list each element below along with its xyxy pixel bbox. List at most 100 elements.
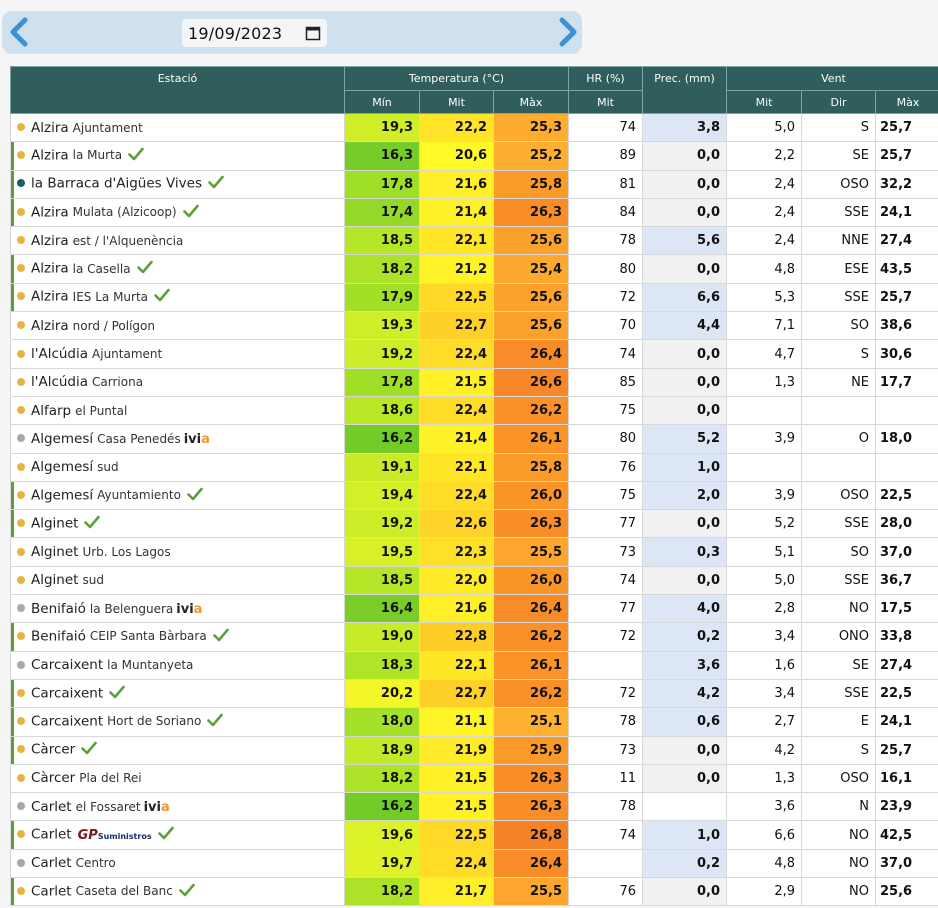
station-subname[interactable]: el Puntal bbox=[75, 403, 128, 418]
station-name[interactable]: Alzira bbox=[31, 317, 69, 334]
station-name[interactable]: la Barraca d'Aigües Vives bbox=[31, 175, 203, 192]
station-cell[interactable]: Carcaixent Hort de Soriano bbox=[10, 707, 345, 737]
station-cell[interactable]: Carcaixent la Muntanyeta bbox=[10, 650, 345, 680]
station-name[interactable]: Algemesí bbox=[31, 430, 94, 447]
station-name[interactable]: Carlet bbox=[31, 826, 72, 843]
station-cell[interactable]: Alfarp el Puntal bbox=[10, 395, 345, 426]
station-subname[interactable]: nord / Polígon bbox=[72, 318, 155, 333]
station-name[interactable]: Alzira bbox=[31, 232, 69, 249]
station-subname[interactable]: CEIP Santa Bàrbara bbox=[89, 629, 207, 644]
station-name[interactable]: Alginet bbox=[31, 572, 79, 589]
station-subname[interactable]: Carriona bbox=[92, 375, 144, 390]
station-name[interactable]: Algemesí bbox=[31, 487, 94, 503]
station-cell[interactable]: Càrcer Pla del Rei bbox=[10, 763, 345, 794]
station-cell[interactable]: Alginet sud bbox=[10, 565, 345, 596]
station-cell[interactable]: Alginet bbox=[10, 509, 345, 539]
station-subname[interactable]: Ayuntamiento bbox=[97, 488, 181, 502]
station-subname[interactable]: sud bbox=[97, 460, 119, 475]
station-cell[interactable]: Alzira Ajuntament bbox=[10, 112, 345, 143]
header-temp-min[interactable]: Mín bbox=[344, 90, 420, 114]
date-input[interactable]: 19/09/2023 bbox=[182, 19, 327, 47]
station-name[interactable]: Carlet bbox=[31, 798, 72, 815]
table-row[interactable]: Alzira Mulata (Alzicoop) 17,4 21,4 26,3 84 0,0… bbox=[10, 197, 938, 228]
table-row[interactable]: Algemesí Casa Penedés ivia 16,2 21,4 26,1 80 5,… bbox=[10, 424, 938, 454]
table-row[interactable]: Alfarp el Puntal 18,6 22,4 26,2 75 0,0 bbox=[10, 395, 938, 426]
station-subname[interactable]: la Murta bbox=[72, 148, 123, 163]
station-subname[interactable]: Ajuntament bbox=[92, 347, 163, 362]
station-name[interactable]: Alginet bbox=[31, 544, 79, 561]
table-row[interactable]: Alzira Ajuntament 19,3 22,2 25,3 74 3,8 5,0 S 25,… bbox=[10, 112, 938, 143]
station-subname[interactable]: Centro bbox=[75, 856, 116, 871]
table-row[interactable]: la Barraca d'Aigües Vives 17,8 21,6 25,8 81 0… bbox=[10, 169, 938, 199]
station-subname[interactable]: Mulata (Alzicoop) bbox=[72, 205, 177, 220]
table-row[interactable]: Alzira IES La Murta 17,9 22,5 25,6 72 6,6 5,3 SS… bbox=[10, 282, 938, 313]
table-row[interactable]: Carlet GPSuministros 19,6 22,5 26,8 74 1,0 6,6 N… bbox=[10, 820, 938, 850]
table-row[interactable]: Carlet Centro 19,7 22,4 26,4 0,2 4,8 NO 37,0 bbox=[10, 848, 938, 879]
station-subname[interactable]: Ajuntament bbox=[72, 120, 143, 135]
station-cell[interactable]: Alzira la Murta bbox=[10, 141, 345, 171]
station-cell[interactable]: Carlet el Fossaret ivia bbox=[10, 792, 345, 822]
header-station[interactable]: Estació bbox=[10, 66, 345, 114]
station-cell[interactable]: Alzira nord / Polígon bbox=[10, 311, 345, 341]
station-subname[interactable]: IES La Murta bbox=[72, 289, 149, 304]
next-day-button[interactable] bbox=[552, 17, 582, 47]
table-row[interactable]: Càrcer 18,9 21,9 25,9 73 0,0 4,2 S 25,7 bbox=[10, 735, 938, 765]
station-cell[interactable]: Carlet GPSuministros bbox=[10, 820, 345, 850]
table-row[interactable]: l'Alcúdia Carriona 17,8 21,5 26,6 85 0,0 1,3 NE 1… bbox=[10, 367, 938, 397]
table-row[interactable]: Alzira la Murta 16,3 20,6 25,2 89 0,0 2,2 SE 25,7 bbox=[10, 141, 938, 171]
header-wind-dir[interactable]: Dir bbox=[801, 90, 877, 114]
station-subname[interactable]: sud bbox=[82, 573, 104, 588]
station-name[interactable]: Alzira bbox=[31, 260, 69, 277]
station-cell[interactable]: Algemesí sud bbox=[10, 452, 345, 482]
calendar-icon[interactable] bbox=[305, 25, 321, 41]
station-name[interactable]: Carlet bbox=[31, 883, 72, 900]
table-row[interactable]: Algemesí Ayuntamiento 19,4 22,4 26,0 75 2,0 3,9… bbox=[10, 480, 938, 511]
table-row[interactable]: Carcaixent Hort de Soriano 18,0 21,1 25,1 78 0… bbox=[10, 707, 938, 737]
station-name[interactable]: Alzira bbox=[31, 288, 69, 305]
station-name[interactable]: Benifaió bbox=[31, 628, 86, 645]
station-cell[interactable]: Alzira la Casella bbox=[10, 254, 345, 284]
table-row[interactable]: Algemesí sud 19,1 22,1 25,8 76 1,0 bbox=[10, 452, 938, 482]
station-cell[interactable]: Càrcer bbox=[10, 735, 345, 765]
station-cell[interactable]: Algemesí Ayuntamiento bbox=[10, 480, 345, 511]
station-name[interactable]: Carlet bbox=[31, 855, 72, 872]
station-subname[interactable]: Urb. Los Lagos bbox=[82, 545, 171, 560]
station-subname[interactable]: Hort de Soriano bbox=[107, 714, 202, 729]
header-temp-max[interactable]: Màx bbox=[492, 90, 570, 114]
station-cell[interactable]: l'Alcúdia Carriona bbox=[10, 367, 345, 397]
table-row[interactable]: Alzira nord / Polígon 19,3 22,7 25,6 70 4,4 7,1… bbox=[10, 311, 938, 341]
station-name[interactable]: Benifaió bbox=[31, 600, 86, 617]
table-row[interactable]: Carcaixent 20,2 22,7 26,2 72 4,2 3,4 SSE 22,5 bbox=[10, 678, 938, 709]
station-name[interactable]: Alzira bbox=[31, 119, 69, 136]
station-name[interactable]: l'Alcúdia bbox=[31, 346, 89, 363]
station-cell[interactable]: l'Alcúdia Ajuntament bbox=[10, 339, 345, 369]
header-wind-mit[interactable]: Mit bbox=[726, 90, 803, 114]
station-cell[interactable]: Alginet Urb. Los Lagos bbox=[10, 537, 345, 567]
header-hr-mit[interactable]: Mit bbox=[568, 90, 644, 114]
station-cell[interactable]: Alzira IES La Murta bbox=[10, 282, 345, 313]
table-row[interactable]: Carcaixent la Muntanyeta 18,3 22,1 26,1 3,6 1,… bbox=[10, 650, 938, 680]
station-name[interactable]: Alzira bbox=[31, 147, 69, 164]
station-cell[interactable]: Carcaixent bbox=[10, 678, 345, 709]
station-cell[interactable]: Benifaió la Belenguera ivia bbox=[10, 594, 345, 624]
station-name[interactable]: l'Alcúdia bbox=[31, 374, 89, 391]
header-temp-mit[interactable]: Mit bbox=[419, 90, 494, 114]
station-name[interactable]: Alginet bbox=[31, 515, 79, 532]
table-row[interactable]: l'Alcúdia Ajuntament 19,2 22,4 26,4 74 0,0 4,7 S… bbox=[10, 339, 938, 369]
table-row[interactable]: Alzira la Casella 18,2 21,2 25,4 80 0,0 4,8 ESE 4… bbox=[10, 254, 938, 284]
station-name[interactable]: Càrcer bbox=[31, 741, 76, 758]
station-subname[interactable]: Pla del Rei bbox=[79, 771, 142, 786]
station-subname[interactable]: la Casella bbox=[72, 261, 131, 276]
station-name[interactable]: Carcaixent bbox=[31, 685, 104, 702]
station-cell[interactable]: Algemesí Casa Penedés ivia bbox=[10, 424, 345, 454]
station-name[interactable]: Carcaixent bbox=[31, 657, 104, 674]
station-subname[interactable]: el Fossaret bbox=[75, 799, 141, 814]
station-cell[interactable]: Alzira Mulata (Alzicoop) bbox=[10, 197, 345, 228]
station-name[interactable]: Algemesí bbox=[31, 459, 94, 476]
header-wind-max[interactable]: Màx bbox=[875, 90, 938, 114]
table-row[interactable]: Alginet 19,2 22,6 26,3 77 0,0 5,2 SSE 28,0 bbox=[10, 509, 938, 539]
station-cell[interactable]: la Barraca d'Aigües Vives bbox=[10, 169, 345, 199]
station-cell[interactable]: Carlet Centro bbox=[10, 848, 345, 879]
station-subname[interactable]: la Belenguera bbox=[89, 601, 174, 616]
table-row[interactable]: Carlet Caseta del Banc 18,2 21,7 25,5 76 0,0 2,… bbox=[10, 877, 938, 907]
